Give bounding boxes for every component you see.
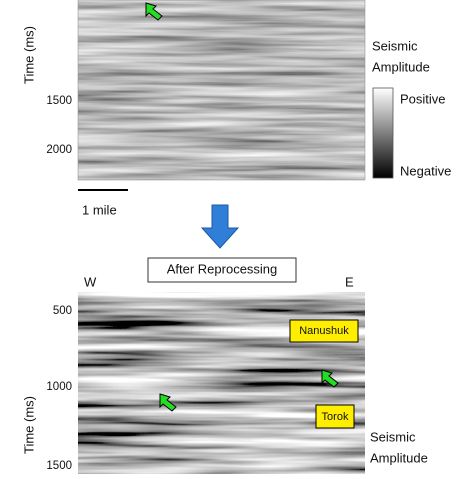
- green-arrow: [159, 393, 177, 412]
- colorbar-title: Seismic: [370, 429, 416, 444]
- green-arrow: [145, 2, 163, 21]
- top-seismic-image: [77, 0, 366, 181]
- annotation: Torok: [322, 411, 349, 423]
- y-axis-label: Time (ms): [21, 396, 36, 454]
- colorbar-title: Amplitude: [370, 450, 428, 465]
- annotation: Nanushuk: [299, 325, 349, 337]
- y-tick-label: 1000: [46, 381, 72, 393]
- y-tick-label: 1500: [46, 95, 72, 107]
- y-tick-label: 2000: [46, 144, 72, 156]
- annotation-box: [289, 319, 359, 343]
- colorbar: [372, 87, 394, 179]
- colorbar-label: Positive: [400, 91, 446, 106]
- colorbar-label: Negative: [400, 163, 451, 178]
- annotation-box: [315, 404, 355, 429]
- step-label: After Reprocessing: [167, 261, 278, 276]
- down-arrow: [200, 204, 240, 249]
- direction-label: W: [84, 274, 97, 289]
- green-arrow: [321, 369, 339, 388]
- colorbar-title: Amplitude: [372, 59, 430, 74]
- y-tick-label: 500: [53, 305, 72, 317]
- y-tick-label: 1500: [46, 460, 72, 472]
- y-axis-label: Time (ms): [21, 26, 36, 84]
- colorbar-title: Seismic: [372, 38, 418, 53]
- step-box: [147, 257, 297, 283]
- direction-label: E: [345, 274, 354, 289]
- scale-bar-label: 1 mile: [82, 202, 117, 217]
